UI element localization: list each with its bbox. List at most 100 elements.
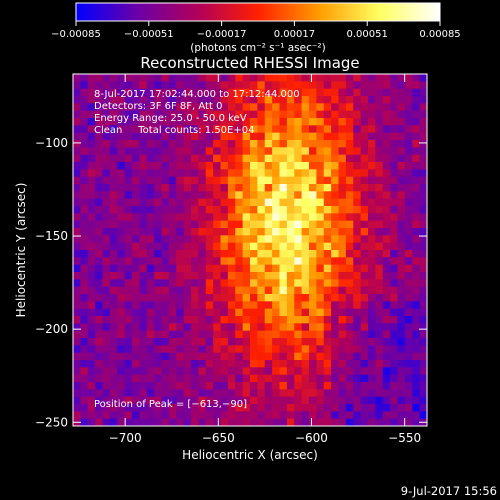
heatmap-cell: [257, 191, 266, 200]
heatmap-cell: [360, 352, 369, 361]
heatmap-cell: [390, 411, 398, 420]
heatmap-cell: [220, 250, 229, 258]
heatmap-cell: [368, 191, 376, 200]
heatmap-cell: [213, 418, 221, 427]
heatmap-cell: [294, 301, 303, 310]
heatmap-cell: [272, 132, 280, 141]
heatmap-cell: [338, 125, 347, 134]
heatmap-cell: [375, 147, 384, 156]
heatmap-cell: [124, 257, 133, 266]
heatmap-cell: [132, 308, 140, 317]
heatmap-cell: [419, 382, 428, 390]
heatmap-cell: [95, 367, 103, 376]
heatmap-cell: [286, 154, 295, 163]
heatmap-cell: [397, 352, 406, 361]
heatmap-cell: [102, 257, 111, 266]
heatmap-cell: [73, 316, 81, 324]
heatmap-cell: [109, 74, 118, 82]
heatmap-cell: [345, 162, 354, 170]
heatmap-cell: [353, 74, 362, 82]
heatmap-cell: [301, 345, 310, 354]
heatmap-cell: [279, 404, 288, 412]
heatmap-cell: [345, 352, 354, 361]
heatmap-cell: [191, 96, 199, 104]
heatmap-cell: [242, 330, 251, 339]
heatmap-cell: [250, 382, 258, 390]
heatmap-cell: [183, 264, 192, 273]
heatmap-cell: [102, 118, 111, 126]
heatmap-cell: [316, 374, 325, 383]
heatmap-cell: [272, 235, 280, 244]
heatmap-cell: [375, 367, 384, 376]
heatmap-cell: [404, 118, 413, 126]
heatmap-cell: [338, 198, 347, 207]
heatmap-cell: [250, 198, 258, 207]
heatmap-cell: [419, 140, 428, 148]
heatmap-cell: [309, 81, 317, 90]
heatmap-cell: [338, 74, 347, 82]
heatmap-cell: [102, 374, 111, 383]
heatmap-cell: [205, 176, 214, 185]
heatmap-cell: [154, 184, 162, 192]
heatmap-cell: [220, 125, 229, 134]
heatmap-cell: [279, 206, 288, 214]
heatmap-cell: [95, 118, 103, 126]
heatmap-cell: [272, 279, 280, 288]
heatmap-cell: [301, 411, 310, 420]
heatmap-cell: [124, 330, 133, 339]
heatmap-cell: [168, 272, 177, 280]
heatmap-cell: [375, 154, 384, 163]
heatmap-cell: [250, 396, 258, 405]
heatmap-cell: [168, 176, 177, 185]
heatmap-cell: [301, 184, 310, 192]
heatmap-cell: [132, 374, 140, 383]
heatmap-cell: [198, 140, 207, 148]
heatmap-cell: [191, 154, 199, 163]
heatmap-cell: [250, 264, 258, 273]
heatmap-cell: [264, 345, 273, 354]
heatmap-cell: [331, 140, 339, 148]
heatmap-cell: [301, 264, 310, 273]
heatmap-cell: [250, 220, 258, 229]
heatmap-cell: [331, 184, 339, 192]
heatmap-cell: [139, 257, 148, 266]
heatmap-cell: [382, 191, 391, 200]
heatmap-cell: [360, 338, 369, 346]
heatmap-cell: [375, 389, 384, 398]
heatmap-cell: [124, 323, 133, 332]
heatmap-cell: [257, 316, 266, 324]
heatmap-cell: [286, 389, 295, 398]
heatmap-cell: [375, 242, 384, 251]
heatmap-cell: [279, 294, 288, 302]
heatmap-cell: [183, 367, 192, 376]
heatmap-cell: [198, 125, 207, 134]
heatmap-cell: [301, 308, 310, 317]
heatmap-cell: [117, 191, 126, 200]
heatmap-cell: [109, 213, 118, 222]
heatmap-cell: [161, 228, 170, 236]
heatmap-cell: [264, 118, 273, 126]
heatmap-cell: [279, 286, 288, 295]
heatmap-cell: [176, 257, 185, 266]
heatmap-cell: [124, 81, 133, 90]
heatmap-cell: [360, 404, 369, 412]
heatmap-cell: [183, 132, 192, 141]
heatmap-cell: [375, 176, 384, 185]
heatmap-cell: [242, 294, 251, 302]
heatmap-cell: [213, 352, 221, 361]
heatmap-cell: [183, 418, 192, 427]
heatmap-cell: [139, 125, 148, 134]
heatmap-cell: [264, 316, 273, 324]
heatmap-cell: [345, 338, 354, 346]
heatmap-cell: [183, 96, 192, 104]
heatmap-cell: [154, 198, 162, 207]
heatmap-cell: [382, 338, 391, 346]
heatmap-cell: [213, 162, 221, 170]
heatmap-cell: [294, 257, 303, 266]
heatmap-cell: [301, 132, 310, 141]
heatmap-cell: [87, 323, 96, 332]
heatmap-cell: [213, 316, 221, 324]
heatmap-cell: [176, 272, 185, 280]
heatmap-cell: [235, 147, 244, 156]
heatmap-cell: [80, 74, 89, 82]
